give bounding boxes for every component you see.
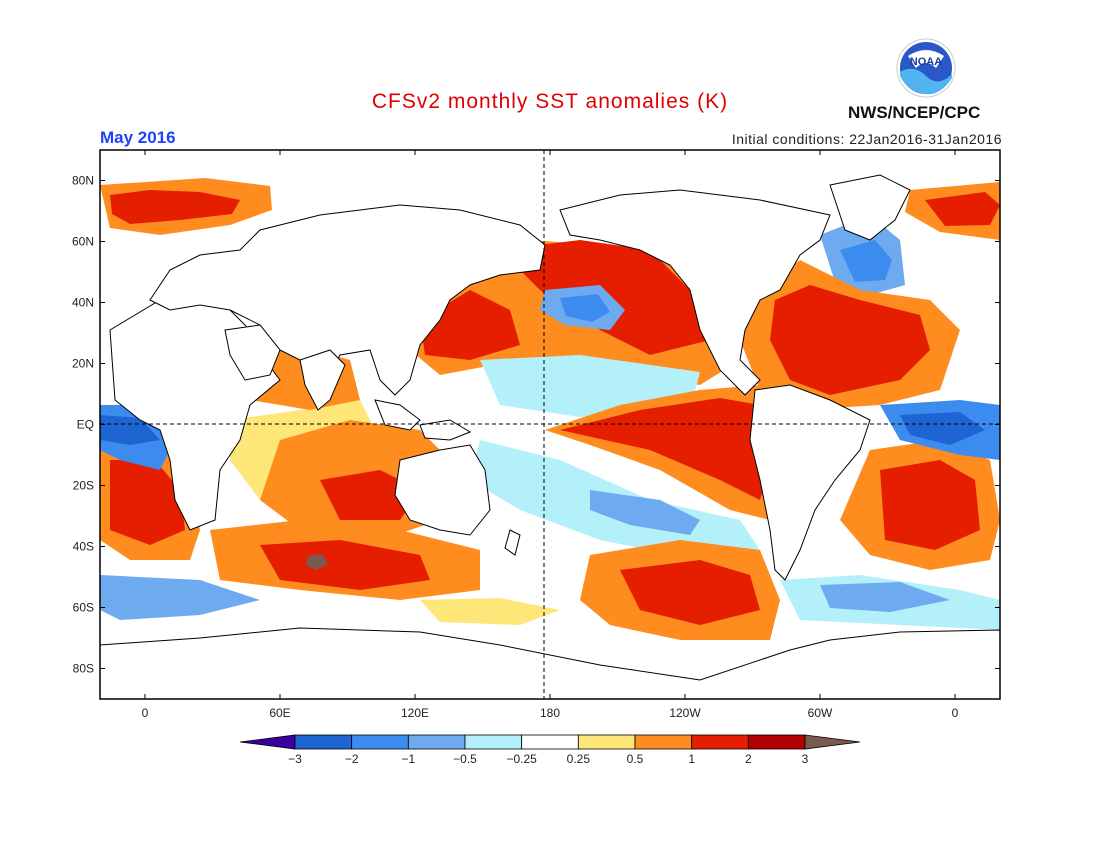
anomaly-field	[100, 178, 1000, 640]
lon-tick-label: 120W	[669, 706, 701, 720]
colorbar-low-extend	[239, 734, 296, 750]
colorbar-label: 2	[745, 752, 752, 766]
colorbar-box	[294, 734, 353, 750]
colorbar-label: −2	[345, 752, 359, 766]
lon-tick-label: 0	[142, 706, 149, 720]
lat-tick-label: 40N	[72, 296, 94, 310]
colorbar-label: −0.5	[453, 752, 477, 766]
colorbar-box	[464, 734, 523, 750]
initial-conditions: Initial conditions: 22Jan2016-31Jan2016	[731, 131, 1002, 147]
lat-tick-label: 80S	[73, 662, 94, 676]
lat-tick-label: 60N	[72, 235, 94, 249]
lat-tick-label: 20N	[72, 357, 94, 371]
colorbar-box	[634, 734, 693, 750]
lon-tick-label: 60W	[808, 706, 833, 720]
agency-label: NWS/NCEP/CPC	[848, 103, 981, 122]
coastlines	[100, 174, 1000, 699]
lon-tick-label: 180	[540, 706, 560, 720]
colorbar-label: −3	[288, 752, 302, 766]
colorbar-label: 0.25	[567, 752, 591, 766]
noaa-logo: NOAA	[896, 38, 956, 98]
colorbar-label: 0.5	[627, 752, 644, 766]
lat-tick-label: 40S	[73, 540, 94, 554]
colorbar-box	[351, 734, 409, 750]
svg-text:NOAA: NOAA	[910, 56, 942, 68]
colorbar-box	[521, 734, 579, 750]
colorbar-high-extend	[804, 734, 861, 750]
map-axes: 80N 60N 40N 20N EQ 20S 40S 60S 80S 0 60E 120E 180 120…	[72, 150, 1000, 720]
colorbar-label: 3	[802, 752, 809, 766]
lat-tick-label: 80N	[72, 174, 94, 188]
colorbar-box	[691, 734, 749, 750]
lon-tick-label: 0	[952, 706, 959, 720]
colorbar-box	[747, 734, 806, 750]
lat-tick-label: 60S	[73, 601, 94, 615]
colorbar-label: −0.25	[506, 752, 537, 766]
lon-tick-label: 120E	[401, 706, 429, 720]
lat-tick-label: 20S	[73, 479, 94, 493]
colorbar: −3 −2 −1 −0.5 −0.25 0.25 0.5 1 2 3	[239, 734, 861, 766]
chart-title: CFSv2 monthly SST anomalies (K)	[371, 90, 729, 113]
lat-tick-label: EQ	[77, 418, 94, 432]
lon-tick-label: 60E	[269, 706, 290, 720]
colorbar-label: −1	[401, 752, 415, 766]
forecast-period: May 2016	[100, 128, 176, 147]
colorbar-label: 1	[688, 752, 695, 766]
colorbar-box	[577, 734, 636, 750]
colorbar-box	[407, 734, 466, 750]
